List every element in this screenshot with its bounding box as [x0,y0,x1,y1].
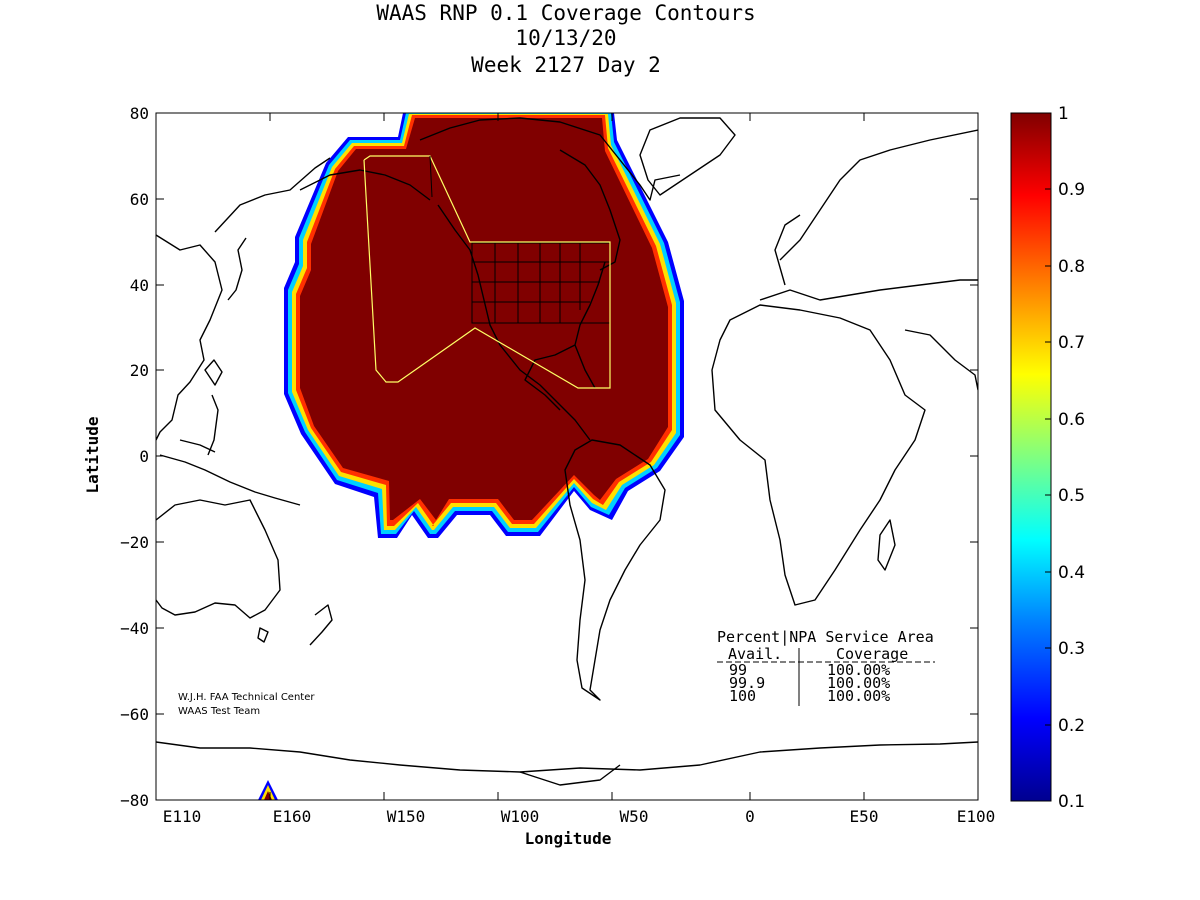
table-row-avail: 99.9 [729,674,765,692]
title-line-3: Week 2127 Day 2 [471,53,661,77]
alaska-border [429,155,433,198]
x-tick-label: E50 [850,807,879,826]
x-tick-label: E100 [957,807,996,826]
colorbar-tick-label: 0.7 [1058,333,1085,353]
y-tick-label: 0 [139,447,149,466]
colorbar-tick-label: 0.3 [1058,639,1085,659]
table-row-coverage: 100.00% [827,661,890,679]
y-tick-label: −60 [120,705,149,724]
credit-line-2: WAAS Test Team [178,706,260,717]
x-tick-label: W100 [501,807,540,826]
title-line-2: 10/13/20 [515,26,616,50]
coverage-contour-region [284,113,684,538]
title-line-1: WAAS RNP 0.1 Coverage Contours [376,1,755,25]
axis-ticks [156,113,978,800]
colorbar [1010,112,1052,802]
x-tick-label: E160 [273,807,312,826]
y-tick-label: 40 [130,276,149,295]
y-tick-label: 60 [130,190,149,209]
colorbar-ticks [1045,188,1051,726]
table-row-coverage: 100.00% [827,674,890,692]
colorbar-tick-label: 0.8 [1058,257,1085,277]
colorbar-tick-label: 1 [1058,104,1069,124]
table-header-avail: Avail. [728,645,782,663]
x-axis-label: Longitude [525,829,612,848]
y-tick-label: 20 [130,361,149,380]
colorbar-tick-label: 0.5 [1058,486,1085,506]
y-tick-label: 80 [130,104,149,123]
credit-line-1: W.J.H. FAA Technical Center [178,692,315,703]
colorbar-tick-label: 0.4 [1058,563,1085,583]
colorbar-tick-label: 0.9 [1058,180,1085,200]
npa-service-area-boundary [363,155,611,389]
table-row-avail: 99 [729,661,747,679]
coastlines [156,117,978,786]
y-axis-label: Latitude [83,416,102,493]
colorbar-tick-label: 0.1 [1058,792,1085,812]
y-tick-label: −40 [120,619,149,638]
colorbar-tick-label: 0.6 [1058,410,1085,430]
y-tick-label: −80 [120,791,149,810]
table-row-coverage: 100.00% [827,687,890,705]
availability-table: Percent|NPA Service Area Avail. Coverage… [717,628,935,706]
x-tick-label: E110 [163,807,202,826]
table-row-avail: 100 [729,687,756,705]
table-header-coverage: Coverage [836,645,908,663]
colorbar-tick-label: 0.2 [1058,716,1085,736]
x-tick-label: 0 [745,807,755,826]
y-tick-label: −20 [120,533,149,552]
x-tick-label: W150 [387,807,426,826]
x-tick-label: W50 [620,807,649,826]
table-header-1: Percent|NPA Service Area [717,628,934,646]
